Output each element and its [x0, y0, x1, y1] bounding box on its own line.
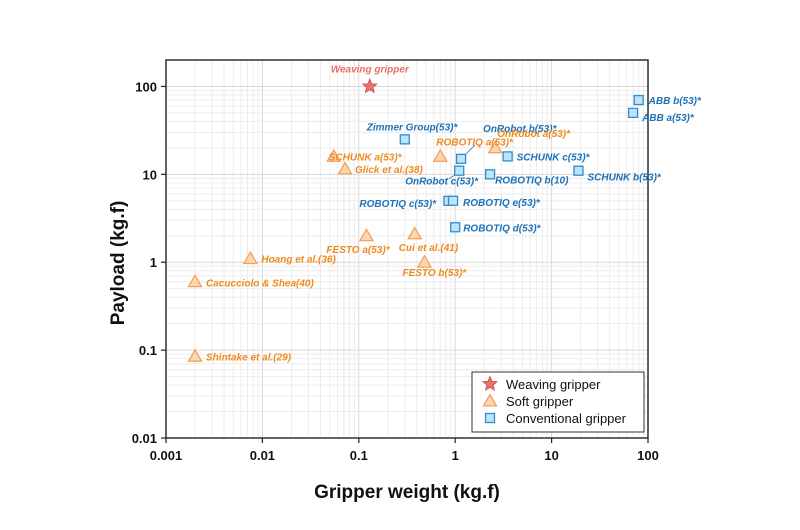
x-tick-label: 0.01 [250, 448, 275, 463]
legend-square-icon [484, 412, 496, 424]
x-tick-label: 0.001 [150, 448, 183, 463]
y-axis-title: Payload (kg.f) [108, 201, 129, 326]
square-marker-schunk-c-53 [502, 151, 513, 162]
point-label-schunk-c-53: SCHUNK c(53)* [517, 152, 591, 163]
square-marker-onrobot-b-53 [455, 153, 467, 165]
legend-label-weaving: Weaving gripper [506, 377, 601, 392]
point-label-festo-a-53: FESTO a(53)* [326, 245, 390, 256]
triangle-marker-cacucciolo-shea-40 [187, 273, 203, 288]
point-labels: ABB b(53)* ABB a(53)* Zimmer Group(53)* OnR… [206, 64, 702, 363]
legend: Weaving gripper Soft gripper Conventiona… [471, 371, 645, 433]
square-marker-onrobot-c-53 [454, 165, 465, 176]
point-label-abb-b-53: ABB b(53)* [648, 96, 702, 107]
plot-frame [165, 59, 649, 439]
square-marker-robotiq-b-10 [484, 169, 496, 180]
square-marker-abb-b-53 [633, 94, 644, 106]
y-tick-label: 1 [150, 255, 157, 270]
triangle-marker-robotiq-a-53 [432, 148, 448, 162]
x-tick-label: 0.1 [350, 448, 368, 463]
ticks: 0.001 0.01 0.1 1 10 100 0.01 0.1 1 10 100 [132, 79, 659, 463]
point-label-glick-et-al-38: Glick et al.(38) [355, 165, 423, 176]
x-tick-label: 100 [637, 448, 659, 463]
point-label-weaving-gripper: Weaving gripper [331, 64, 410, 75]
point-label-schunk-b-53: SCHUNK b(53)* [587, 173, 661, 184]
point-label-robotiq-b-10: ROBOTIQ b(10) [495, 175, 569, 186]
point-label-cui-et-al-41: Cui et al.(41) [399, 243, 459, 254]
point-label-zimmer-group-53: Zimmer Group(53)* [366, 122, 459, 133]
y-tick-label: 100 [135, 79, 157, 94]
point-label-onrobot-a-53: OnRobot a(53)* [497, 129, 571, 140]
square-marker-robotiq-e-53 [447, 195, 459, 206]
point-label-robotiq-c-53: ROBOTIQ c(53)* [359, 199, 437, 210]
triangle-marker-cui-et-al-41 [407, 226, 423, 240]
y-tick-label: 0.1 [139, 343, 157, 358]
triangle-marker-onrobot-a-53 [487, 140, 503, 154]
point-label-hoang-et-al-36: Hoang et al.(36) [261, 255, 336, 266]
point-label-cacucciolo-shea-40: Cacucciolo & Shea(40) [206, 279, 314, 290]
square-marker-robotiq-d-53 [450, 222, 461, 233]
x-tick-label: 10 [544, 448, 558, 463]
point-label-festo-b-53: FESTO b(53)* [402, 268, 467, 279]
triangle-marker-shintake-et-al-29 [187, 348, 203, 362]
square-marker-zimmer-group-53 [399, 134, 410, 145]
point-label-robotiq-e-53: ROBOTIQ e(53)* [463, 198, 541, 209]
x-axis-title: Gripper weight (kg.f) [314, 482, 500, 503]
y-tick-label: 0.01 [132, 431, 157, 446]
point-label-onrobot-b-53: OnRobot b(53)* [483, 124, 557, 135]
y-tick-label: 10 [143, 167, 157, 182]
triangle-marker-hoang-et-al-36 [242, 250, 258, 265]
star-marker-weaving-gripper [361, 77, 378, 94]
legend-label-conventional: Conventional gripper [506, 411, 627, 426]
square-marker-abb-a-53 [627, 107, 639, 119]
legend-triangle-icon [482, 393, 498, 407]
point-label-schunk-a-53: SCHUNK a(53)* [329, 152, 403, 163]
triangle-marker-schunk-a-53 [326, 148, 342, 162]
triangle-marker-festo-a-53 [358, 227, 375, 242]
legend-triangle-icon [482, 393, 498, 407]
point-label-abb-a-53: ABB a(53)* [641, 113, 695, 124]
data-markers [187, 77, 644, 362]
triangle-marker-glick-et-al-38 [337, 161, 353, 175]
leader-line [464, 144, 476, 156]
point-label-shintake-et-al-29: Shintake et al.(29) [206, 352, 292, 363]
x-tick-label: 1 [452, 448, 459, 463]
point-label-robotiq-d-53: ROBOTIQ d(53)* [463, 223, 541, 234]
legend-label-soft: Soft gripper [506, 394, 574, 409]
square-marker-schunk-b-53 [573, 165, 584, 176]
point-label-robotiq-a-53: ROBOTIQ a(53)* [436, 137, 514, 148]
triangle-marker-festo-b-53 [416, 254, 433, 268]
legend-star-icon [481, 375, 499, 391]
point-label-onrobot-c-53: OnRobot c(53)* [405, 177, 479, 188]
legend-box [471, 371, 645, 433]
legend-square-icon [484, 412, 496, 424]
legend-star-icon [481, 375, 499, 391]
